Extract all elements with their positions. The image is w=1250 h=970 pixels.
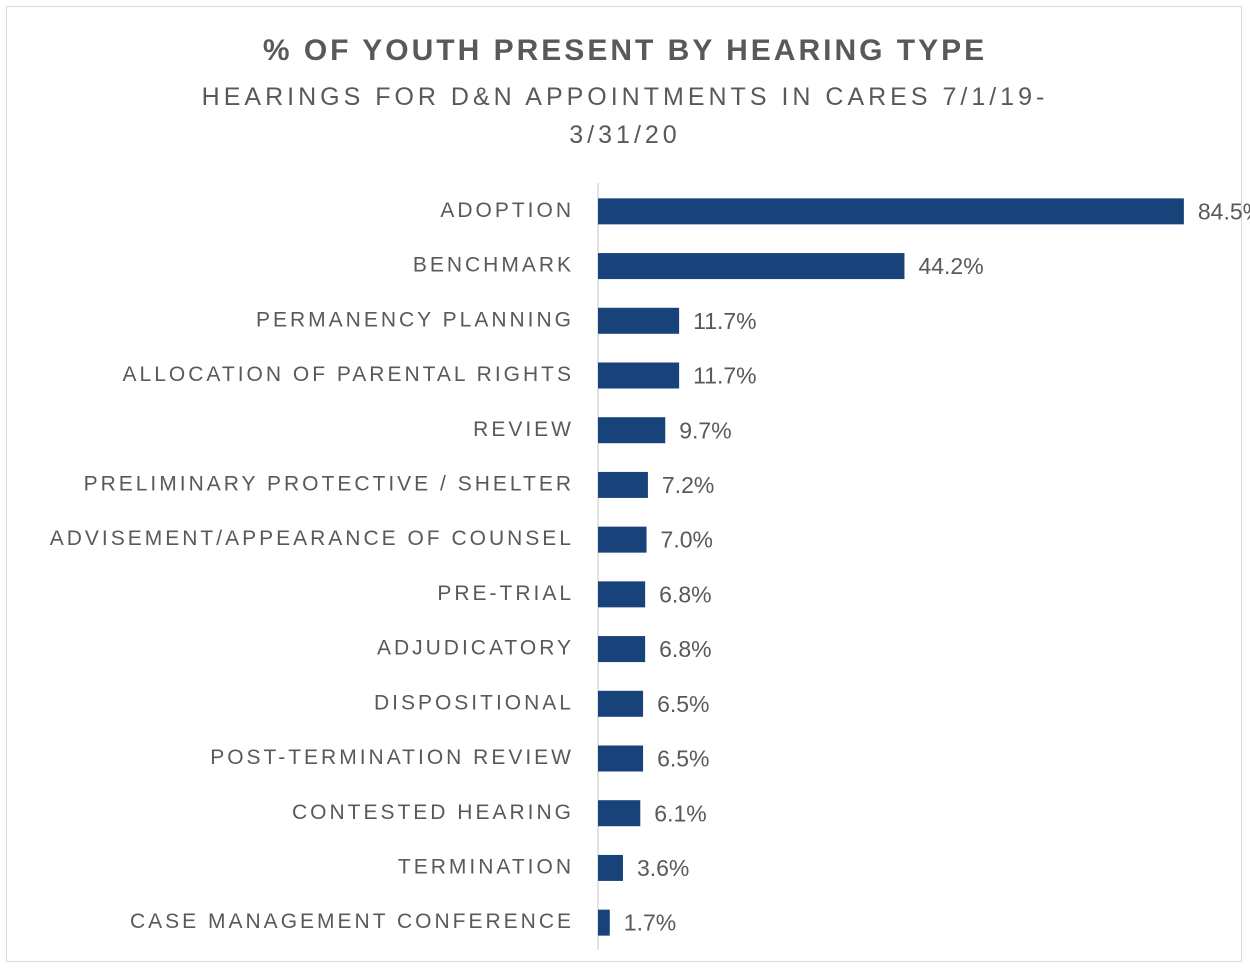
- y-tick-label: BENCHMARK: [413, 254, 574, 277]
- data-label: 9.7%: [679, 417, 731, 443]
- y-tick-label: ADJUDICATORY: [377, 637, 574, 660]
- bar: [598, 307, 680, 334]
- bar: [598, 854, 623, 881]
- bar: [598, 581, 646, 608]
- chart-title: % OF YOUTH PRESENT BY HEARING TYPE: [262, 34, 988, 67]
- y-tick-label: CASE MANAGEMENT CONFERENCE: [130, 910, 574, 933]
- bar: [598, 362, 680, 389]
- data-label: 7.0%: [661, 527, 713, 553]
- bar: [598, 800, 641, 827]
- data-label: 1.7%: [624, 910, 676, 936]
- data-label: 6.1%: [654, 800, 706, 826]
- y-tick-label: PERMANENCY PLANNING: [256, 308, 574, 331]
- data-label: 3.6%: [637, 855, 689, 881]
- bar: [598, 471, 648, 498]
- bar: [598, 690, 644, 717]
- bar: [598, 198, 1184, 225]
- y-tick-label: REVIEW: [473, 418, 574, 441]
- chart-subtitle: HEARINGS FOR D&N APPOINTMENTS IN CARES 7…: [201, 83, 1049, 149]
- bar: [598, 253, 905, 280]
- data-label: 7.2%: [662, 472, 714, 498]
- data-label: 6.5%: [657, 691, 709, 717]
- data-label: 6.5%: [657, 746, 709, 772]
- bar: [598, 745, 644, 772]
- data-label: 6.8%: [659, 636, 711, 662]
- bar: [598, 526, 647, 553]
- y-tick-label: ALLOCATION OF PARENTAL RIGHTS: [123, 363, 574, 386]
- y-tick-label: CONTESTED HEARING: [292, 801, 574, 824]
- data-label: 6.8%: [659, 581, 711, 607]
- bar: [598, 636, 646, 663]
- chart-border: [6, 6, 1242, 962]
- bar: [598, 417, 666, 444]
- data-label: 44.2%: [918, 253, 983, 279]
- y-tick-label: ADVISEMENT/APPEARANCE OF COUNSEL: [50, 527, 574, 550]
- data-label: 84.5%: [1198, 198, 1250, 224]
- y-tick-label: ADOPTION: [440, 199, 574, 222]
- y-tick-label: POST-TERMINATION REVIEW: [210, 746, 574, 769]
- y-tick-label: TERMINATION: [398, 855, 574, 878]
- y-tick-label: PRE-TRIAL: [437, 582, 574, 605]
- bar: [598, 909, 610, 936]
- y-tick-label: DISPOSITIONAL: [374, 691, 574, 714]
- y-tick-label: PRELIMINARY PROTECTIVE / SHELTER: [84, 472, 574, 495]
- data-label: 11.7%: [693, 363, 757, 389]
- data-label: 11.7%: [693, 308, 757, 334]
